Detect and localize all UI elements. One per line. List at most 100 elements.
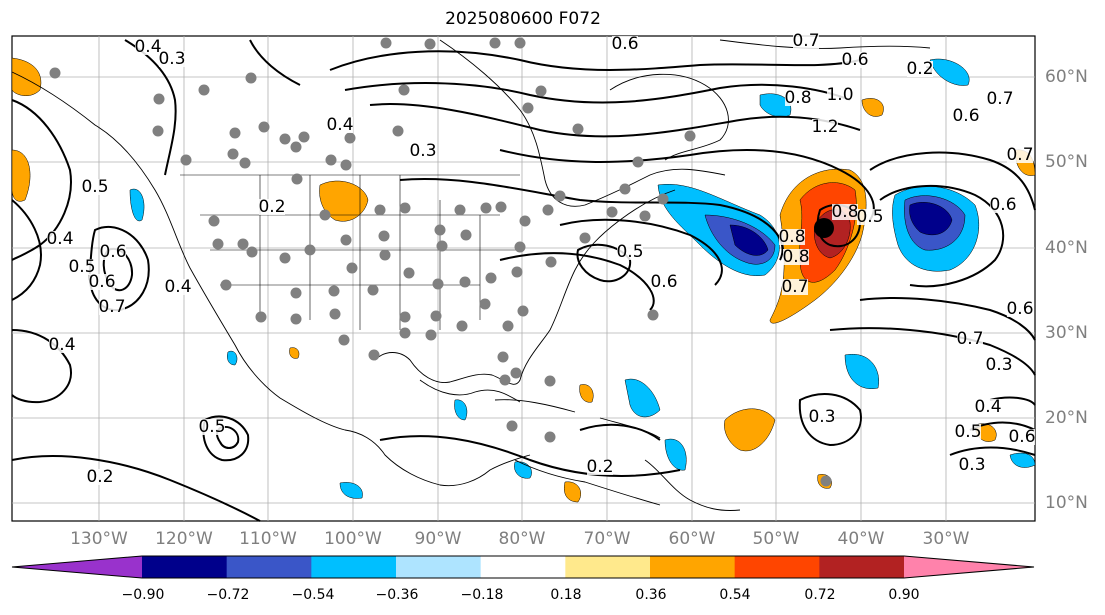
contour-label-bg bbox=[955, 424, 981, 440]
contour-label-bg bbox=[612, 36, 638, 52]
contour-label: 0.7 bbox=[956, 329, 983, 349]
lon-label: 130°W bbox=[70, 529, 128, 549]
contour-label: 0.5 bbox=[856, 207, 883, 227]
lon-label: 60°W bbox=[668, 529, 716, 549]
contour-label-bg bbox=[651, 274, 677, 290]
contour-label-bg bbox=[987, 91, 1013, 107]
colorbar-tick: 0.18 bbox=[550, 587, 582, 603]
contour-label-bg bbox=[957, 331, 983, 347]
contour-label-bg bbox=[617, 244, 643, 260]
contour-label: 0.8 bbox=[778, 227, 805, 247]
colorbar-segment bbox=[565, 556, 651, 578]
colorbar-tick: 0.54 bbox=[719, 587, 751, 603]
contour-label-bg bbox=[812, 119, 838, 135]
contour-label-bg bbox=[857, 209, 883, 225]
contour-label: 0.5 bbox=[954, 422, 981, 442]
contour-label: 0.4 bbox=[974, 397, 1001, 417]
contour-label: 0.2 bbox=[586, 457, 613, 477]
contour-label-bg bbox=[1007, 301, 1033, 317]
contour-label-bg bbox=[842, 52, 868, 68]
lon-label: 100°W bbox=[324, 529, 382, 549]
contour-label-bg bbox=[99, 299, 125, 315]
colorbar-tick: −0.72 bbox=[206, 587, 250, 603]
colorbar-segment bbox=[904, 556, 1034, 578]
contour-label-bg bbox=[89, 274, 115, 290]
colorbar-tick: 0.90 bbox=[888, 587, 920, 603]
station-dots bbox=[49, 37, 832, 487]
contour-label-bg bbox=[327, 117, 353, 133]
lon-label: 80°W bbox=[498, 529, 546, 549]
contour-label: 0.3 bbox=[958, 455, 985, 475]
contour-label: 0.3 bbox=[158, 49, 185, 69]
contour-label-bg bbox=[975, 399, 1001, 415]
contour-label: 0.6 bbox=[88, 272, 115, 292]
lat-label: 40°N bbox=[1045, 238, 1088, 258]
contour-label-bg bbox=[782, 279, 808, 295]
colorbar-segment bbox=[734, 556, 820, 578]
contour-label: 0.3 bbox=[808, 407, 835, 427]
contour-label: 0.4 bbox=[48, 335, 75, 355]
contour-label-bg bbox=[49, 337, 75, 353]
colorbar-outline bbox=[11, 555, 1035, 579]
contour-label-bg bbox=[165, 279, 191, 295]
contour-label: 0.6 bbox=[952, 106, 979, 126]
contour-label: 0.7 bbox=[781, 277, 808, 297]
contour-label-bg bbox=[959, 457, 985, 473]
colorbar-tick: −0.90 bbox=[121, 587, 165, 603]
colorbar-segment bbox=[311, 556, 397, 578]
lat-label: 30°N bbox=[1045, 323, 1088, 343]
lat-label: 50°N bbox=[1045, 152, 1088, 172]
contour-label: 0.4 bbox=[326, 115, 353, 135]
colorbar-segment bbox=[650, 556, 736, 578]
contour-label: 0.8 bbox=[831, 202, 858, 222]
contour-label-bg bbox=[827, 87, 853, 103]
lon-label: 50°W bbox=[752, 529, 800, 549]
contour-label-bg bbox=[159, 51, 185, 67]
colorbar-segment bbox=[142, 556, 228, 578]
contour-label: 0.4 bbox=[46, 229, 73, 249]
contour-label-bg bbox=[587, 459, 613, 475]
contour-label: 0.6 bbox=[99, 242, 126, 262]
colorbar-tick: 0.72 bbox=[804, 587, 836, 603]
lon-label: 30°W bbox=[922, 529, 970, 549]
contour-label-bg bbox=[87, 469, 113, 485]
contour-label-bg bbox=[809, 409, 835, 425]
lon-label: 40°W bbox=[837, 529, 885, 549]
contour-label-bg bbox=[779, 229, 805, 245]
lat-label: 60°N bbox=[1045, 67, 1088, 87]
contour-label: 0.4 bbox=[134, 37, 161, 57]
contour-label: 0.7 bbox=[792, 31, 819, 51]
colorbar-segment bbox=[226, 556, 312, 578]
contour-label-bg bbox=[785, 90, 811, 106]
colorbar-tick: −0.18 bbox=[460, 587, 504, 603]
contour-label: 0.6 bbox=[841, 50, 868, 70]
lat-label: 10°N bbox=[1045, 493, 1088, 513]
colorbar-segment bbox=[480, 556, 566, 578]
colorbar-segment bbox=[12, 556, 142, 578]
map-title: 2025080600 F072 bbox=[445, 9, 601, 29]
contour-label: 0.3 bbox=[985, 355, 1012, 375]
contour-label: 0.5 bbox=[68, 257, 95, 277]
colorbar-segment bbox=[396, 556, 482, 578]
contour-label: 1.0 bbox=[826, 85, 853, 105]
colorbar-tick: −0.36 bbox=[375, 587, 419, 603]
contour-label: 0.8 bbox=[782, 247, 809, 267]
lon-label: 70°W bbox=[583, 529, 631, 549]
lon-label: 120°W bbox=[155, 529, 213, 549]
colorbar bbox=[11, 555, 1035, 579]
contour-label-bg bbox=[783, 249, 809, 265]
contour-label: 0.8 bbox=[784, 88, 811, 108]
contour-labels: 0.40.30.60.70.60.31.00.71.20.80.60.70.60… bbox=[46, 31, 1035, 487]
lon-label: 90°W bbox=[414, 529, 462, 549]
contour-label-bg bbox=[1009, 429, 1035, 445]
contour-label: 0.5 bbox=[616, 242, 643, 262]
contour-label: 0.2 bbox=[906, 59, 933, 79]
contour-label: 0.5 bbox=[198, 417, 225, 437]
contour-label: 0.3 bbox=[409, 141, 436, 161]
contour-label-bg bbox=[82, 179, 108, 195]
colorbar-segment bbox=[819, 556, 905, 578]
contour-label: 0.7 bbox=[98, 297, 125, 317]
lon-label: 110°W bbox=[239, 529, 297, 549]
contour-label-bg bbox=[69, 259, 95, 275]
